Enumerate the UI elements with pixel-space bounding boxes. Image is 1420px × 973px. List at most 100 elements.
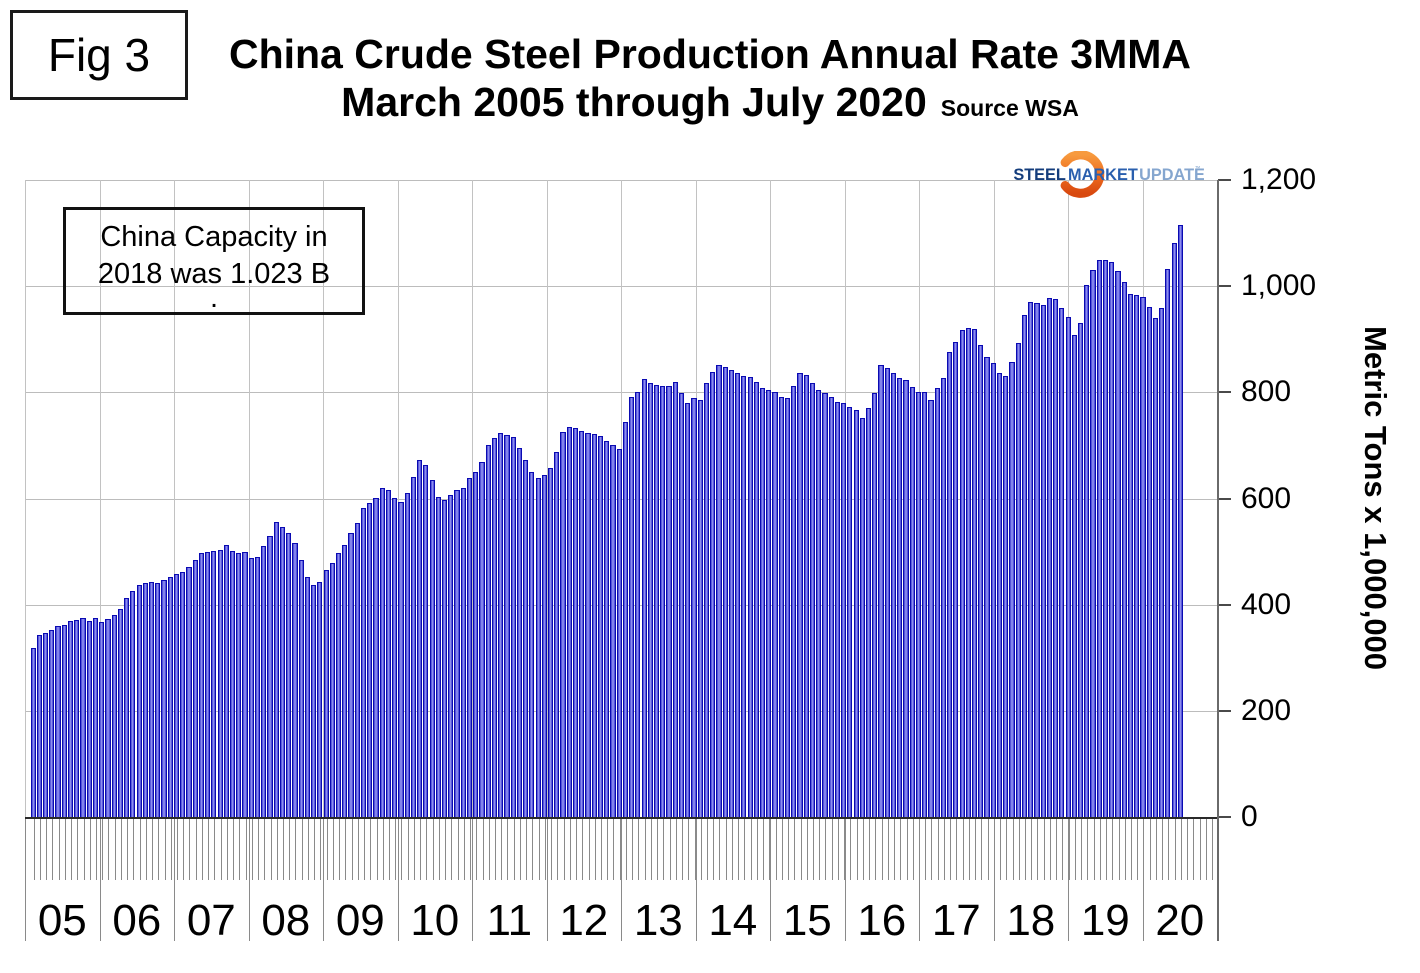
bar xyxy=(124,598,130,817)
bar xyxy=(261,546,267,817)
bar xyxy=(760,388,766,817)
bar xyxy=(672,381,678,817)
logo-graphic: STEEL MARKET UPDATE ™ xyxy=(1013,150,1205,198)
y-axis-tick-label: 1,200 xyxy=(1241,163,1317,196)
month-tick xyxy=(856,818,858,880)
y-axis-tick xyxy=(1218,603,1231,606)
bar xyxy=(398,502,404,817)
bar xyxy=(161,580,167,817)
month-tick xyxy=(139,818,141,880)
bar xyxy=(928,399,934,817)
month-tick xyxy=(77,818,79,880)
month-tick xyxy=(1199,818,1201,880)
x-axis-year-label: 06 xyxy=(112,896,162,945)
bar xyxy=(940,378,946,817)
bar xyxy=(205,551,211,817)
bar xyxy=(342,545,348,817)
bar xyxy=(1146,306,1152,817)
bar xyxy=(30,648,36,817)
bar xyxy=(1177,225,1183,817)
bar xyxy=(635,391,641,817)
month-tick xyxy=(1018,818,1020,880)
bar xyxy=(1084,285,1090,817)
bar xyxy=(36,634,42,817)
month-tick xyxy=(420,818,422,880)
month-tick xyxy=(71,818,73,880)
bar xyxy=(111,615,117,817)
bar xyxy=(579,430,585,817)
bar xyxy=(735,373,741,817)
year-divider xyxy=(695,818,697,941)
year-divider xyxy=(99,818,101,941)
bar xyxy=(254,556,261,817)
month-tick xyxy=(925,818,927,880)
month-tick xyxy=(781,818,783,880)
y-axis-line xyxy=(1216,180,1219,941)
month-tick xyxy=(594,818,596,880)
month-tick xyxy=(750,818,752,880)
bar xyxy=(180,571,186,817)
bar xyxy=(1034,303,1040,817)
bar xyxy=(1077,322,1084,817)
bar xyxy=(92,617,99,817)
month-tick xyxy=(1106,818,1108,880)
month-tick xyxy=(582,818,584,880)
bar xyxy=(884,367,890,817)
bar xyxy=(1059,307,1065,817)
bar xyxy=(491,437,498,817)
month-tick xyxy=(956,818,958,880)
figure-number-box: Fig 3 xyxy=(10,10,188,100)
bar xyxy=(747,377,753,817)
month-tick xyxy=(663,818,665,880)
month-tick xyxy=(463,818,465,880)
month-tick xyxy=(819,818,821,880)
month-tick xyxy=(794,818,796,880)
month-tick xyxy=(1149,818,1151,880)
bar xyxy=(822,392,828,817)
bar xyxy=(1096,260,1102,817)
chart-title-block: China Crude Steel Production Annual Rate… xyxy=(0,30,1420,132)
month-tick xyxy=(201,818,203,880)
bar xyxy=(554,451,560,817)
month-tick xyxy=(52,818,54,880)
bar xyxy=(535,477,541,817)
bar xyxy=(454,490,460,817)
y-axis-tick xyxy=(1218,391,1231,394)
month-tick xyxy=(519,818,521,880)
month-tick xyxy=(233,818,235,880)
month-tick xyxy=(432,818,434,880)
month-tick xyxy=(775,818,777,880)
y-axis-tick xyxy=(1218,179,1231,181)
y-axis-tick-label: 600 xyxy=(1241,481,1292,515)
bar xyxy=(516,448,523,817)
month-tick xyxy=(613,818,615,880)
bar xyxy=(809,383,816,817)
bar xyxy=(198,553,205,817)
month-tick xyxy=(1068,818,1070,880)
month-tick xyxy=(482,818,484,880)
logo-word-update: UPDATE xyxy=(1139,166,1204,184)
month-tick xyxy=(95,818,97,880)
bar xyxy=(1021,314,1028,817)
bar xyxy=(934,388,940,817)
bar xyxy=(117,608,123,817)
month-tick xyxy=(1006,818,1008,880)
month-tick xyxy=(1143,818,1145,880)
bar xyxy=(890,373,897,817)
bar xyxy=(1046,297,1052,817)
month-tick xyxy=(1137,818,1139,880)
v-gridline xyxy=(99,180,101,817)
bar xyxy=(86,621,92,817)
y-axis-tick-label: 200 xyxy=(1241,693,1292,727)
month-tick xyxy=(1056,818,1058,880)
bar xyxy=(417,460,423,817)
month-tick xyxy=(875,818,877,880)
month-tick xyxy=(1099,818,1101,880)
bar xyxy=(136,585,142,817)
annotation-line2: 2018 was 1.023 B xyxy=(97,258,331,290)
bar xyxy=(130,590,136,817)
month-tick xyxy=(495,818,496,880)
month-tick xyxy=(513,818,515,880)
bar xyxy=(566,426,572,817)
bar xyxy=(741,376,747,817)
